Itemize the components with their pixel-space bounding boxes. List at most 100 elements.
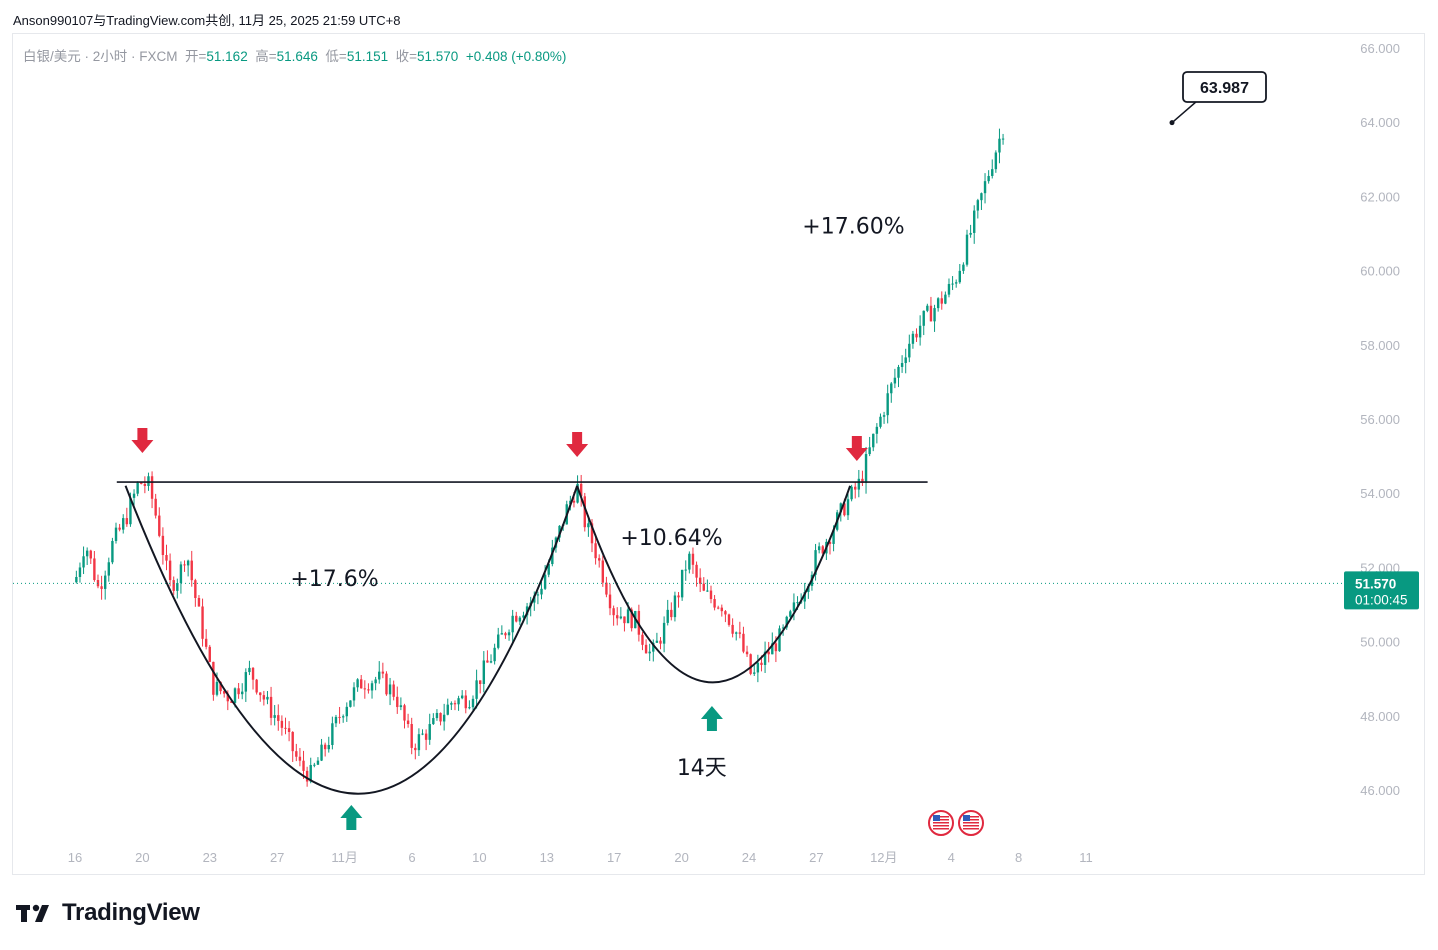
candle-body: [93, 558, 96, 580]
candle-body: [471, 698, 475, 708]
candle: [616, 607, 619, 626]
percent-annotation: +10.64%: [620, 526, 722, 551]
candle-body: [507, 632, 511, 636]
candle: [255, 678, 258, 695]
candle: [965, 229, 969, 267]
candle: [316, 757, 320, 765]
candle: [969, 224, 972, 238]
candle: [670, 602, 673, 621]
flag-stripe: [963, 825, 979, 827]
candle-body: [403, 705, 406, 721]
candle: [103, 570, 107, 600]
candle: [890, 381, 893, 403]
candle-body: [868, 447, 871, 455]
candle-body: [230, 701, 233, 703]
candle-body: [89, 550, 92, 559]
candle-body: [785, 616, 788, 628]
candle: [735, 631, 738, 641]
candle: [442, 703, 446, 731]
candle-body: [237, 688, 240, 695]
candle-body: [998, 138, 1001, 153]
candle: [518, 615, 522, 626]
candle: [742, 626, 745, 654]
candle-body: [85, 550, 89, 557]
candle-body: [803, 591, 806, 602]
candle: [680, 569, 684, 601]
candle-body: [958, 270, 961, 283]
price-tick-label: 48.000: [1360, 709, 1400, 724]
candle-body: [341, 716, 345, 718]
candle-body: [75, 576, 78, 583]
candle-body: [208, 646, 211, 662]
candle-body: [241, 691, 244, 695]
candle: [691, 547, 695, 574]
last-price-tag[interactable]: [1344, 571, 1419, 610]
candle-body: [547, 564, 550, 575]
candle: [158, 507, 161, 538]
candle: [201, 598, 204, 647]
candle-body: [381, 671, 385, 674]
candle-body: [129, 497, 132, 525]
candle: [702, 577, 705, 592]
candle: [926, 303, 929, 313]
candle-body: [861, 478, 864, 483]
candle: [341, 714, 345, 723]
candle: [745, 645, 749, 657]
candle: [666, 599, 669, 626]
candle-body: [680, 569, 684, 598]
us-flag-icon[interactable]: [958, 810, 984, 836]
candle: [623, 616, 626, 632]
candle-body: [709, 590, 713, 600]
callout-pointer: [1171, 100, 1210, 124]
candle-body: [327, 744, 330, 750]
percent-annotation: 14天: [677, 756, 727, 781]
candle-body: [363, 688, 367, 690]
candle: [684, 560, 687, 581]
candle: [417, 728, 421, 756]
candle-body: [792, 602, 796, 612]
candle-body: [713, 599, 716, 608]
candle-body: [612, 608, 615, 616]
candle-body: [641, 634, 644, 645]
us-flag-icon[interactable]: [928, 810, 954, 836]
candle: [432, 713, 435, 725]
tradingview-logo[interactable]: TradingView: [16, 898, 200, 928]
candle-body: [724, 611, 727, 615]
chart-frame[interactable]: [12, 33, 1425, 875]
candle-body: [150, 476, 154, 499]
candle-body: [774, 643, 778, 652]
candle-body: [677, 595, 680, 598]
candle-body: [936, 298, 940, 309]
tradingview-wordmark: TradingView: [62, 899, 200, 926]
candle-body: [745, 651, 749, 655]
candle-body: [915, 333, 918, 338]
candle-body: [168, 560, 172, 581]
candle-body: [605, 582, 608, 595]
time-tick-label: 27: [270, 850, 284, 865]
legend-change: +0.408 (+0.80%): [465, 49, 567, 64]
candle: [507, 629, 511, 641]
candle: [244, 668, 248, 702]
percent-annotation: +17.6%: [290, 567, 378, 592]
candle: [500, 625, 504, 635]
candle-body: [378, 671, 381, 680]
candle: [78, 562, 82, 583]
legend-open-label: 开=: [185, 49, 207, 64]
candle: [854, 482, 857, 499]
candle: [911, 330, 915, 349]
candle: [688, 551, 691, 574]
candle-body: [854, 486, 857, 490]
candle: [817, 542, 821, 554]
candle: [933, 304, 936, 332]
candle-body: [771, 643, 774, 655]
candle-body: [587, 523, 590, 528]
candle-body: [572, 500, 576, 503]
candle: [161, 527, 165, 565]
candle: [814, 543, 817, 581]
candle-body: [352, 687, 356, 701]
candle-body: [248, 667, 251, 673]
candle: [179, 561, 183, 594]
candle-body: [1001, 138, 1005, 140]
candle: [994, 150, 998, 173]
